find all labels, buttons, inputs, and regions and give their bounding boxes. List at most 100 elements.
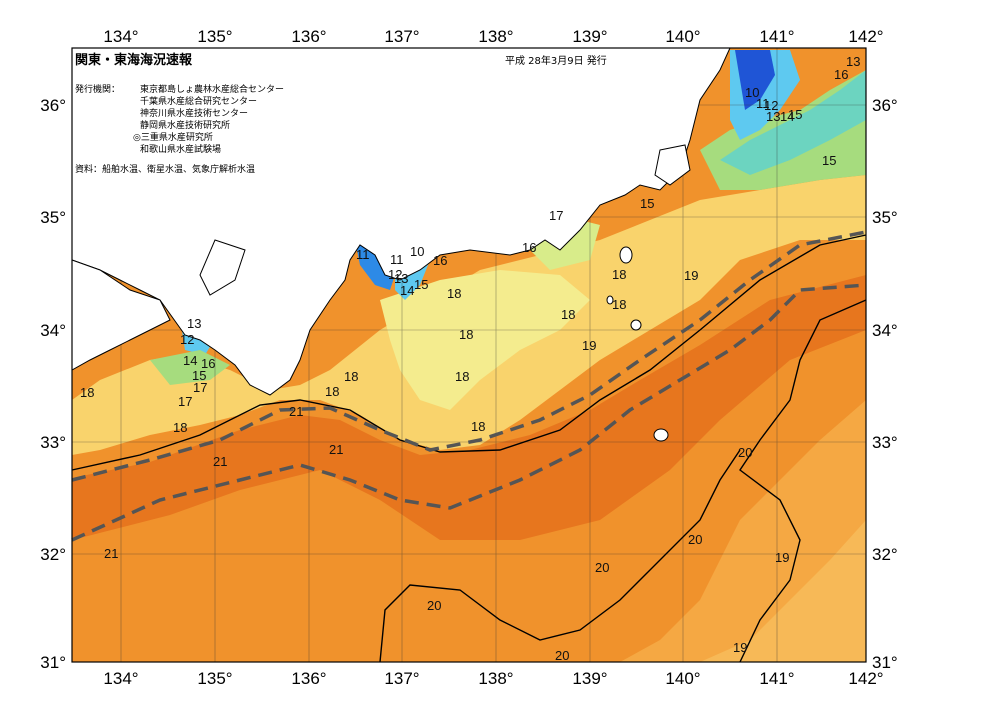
lon-label-top: 134° (103, 27, 138, 46)
iso-label: 20 (427, 598, 441, 613)
lon-label-bottom: 142° (848, 669, 883, 688)
sagami-light (380, 270, 590, 410)
kanto-deepblue (735, 50, 775, 110)
isotherm-21-north (71, 234, 867, 471)
lat-label-right: 33° (872, 433, 898, 452)
lat-label-left: 32° (40, 545, 66, 564)
lat-label-left: 35° (40, 208, 66, 227)
iso-label: 15 (788, 107, 802, 122)
kanto-teal (720, 70, 866, 175)
iso-label: 12 (180, 332, 194, 347)
lon-label-top: 142° (848, 27, 883, 46)
iso-label: 18 (173, 420, 187, 435)
hachijo-island (653, 428, 669, 442)
iso-label: 21 (213, 454, 227, 469)
iso-label: 11 (356, 247, 370, 262)
publisher-5: 和歌山県水産試験場 (140, 143, 221, 155)
lon-label-top: 140° (665, 27, 700, 46)
iso-label: 16 (834, 67, 848, 82)
lat-label-right: 31° (872, 653, 898, 672)
source-note: 資料：船舶水温、衛星水温、気象庁解析水温 (75, 163, 255, 175)
lat-label-right: 36° (872, 96, 898, 115)
lon-labels-bottom: 134° 135° 136° 137° 138° 139° 140° 141° … (103, 669, 883, 688)
iso-label: 18 (612, 267, 626, 282)
iso-label: 13 (394, 271, 408, 286)
kuroshio-axis-south (71, 283, 867, 542)
publisher-4: ◎三重県水産研究所 (133, 131, 213, 143)
iso-label: 20 (738, 445, 752, 460)
lat-label-left: 36° (40, 96, 66, 115)
publishers-label: 発行機関： (75, 83, 120, 95)
lat-label-left: 33° (40, 433, 66, 452)
miyake-island (630, 319, 642, 331)
iso-label: 15 (192, 368, 206, 383)
lon-label-bottom: 135° (197, 669, 232, 688)
lon-label-top: 136° (291, 27, 326, 46)
iso-label: 15 (822, 153, 836, 168)
kuroshio-axis (71, 230, 867, 542)
iso-label: 12 (764, 98, 778, 113)
lat-labels-left: 36° 35° 34° 33° 32° 31° (40, 96, 66, 672)
iso-label: 12 (388, 267, 402, 282)
sea-east-cool (700, 520, 866, 662)
lon-label-top: 135° (197, 27, 232, 46)
iso-label: 10 (410, 244, 424, 259)
iso-label: 13 (187, 316, 201, 331)
iso-label: 15 (640, 196, 654, 211)
iso-label: 13 (766, 109, 780, 124)
isotherms (71, 234, 867, 663)
iso-label: 17 (178, 394, 192, 409)
iso-label: 18 (471, 419, 485, 434)
kii-green (150, 350, 230, 385)
iso-label: 14 (183, 353, 197, 368)
iso-label: 11 (756, 96, 770, 111)
map-title: 関東・東海海況速報 (75, 52, 193, 68)
iso-label: 18 (447, 286, 461, 301)
publisher-1: 千葉県水産総合研究センター (140, 95, 257, 107)
issue-date: 平成 28年3月9日 発行 (505, 54, 607, 67)
iso-label: 10 (745, 85, 759, 100)
land (71, 47, 731, 442)
iso-label: 16 (201, 356, 215, 371)
lat-labels-right: 36° 35° 34° 33° 32° 31° (872, 96, 898, 672)
boso-peninsula (654, 144, 691, 186)
iso-label: 18 (325, 384, 339, 399)
iso-label: 21 (329, 442, 343, 457)
lat-label-left: 31° (40, 653, 66, 672)
iso-label: 19 (775, 550, 789, 565)
iso-label: 17 (549, 208, 563, 223)
map-frame (71, 47, 867, 663)
isotherm-20-east (739, 299, 867, 663)
publisher-0: 東京都島しょ農林水産総合センター (140, 83, 284, 95)
oshima-island (619, 246, 633, 264)
iso-label: 11 (390, 252, 404, 267)
lon-label-bottom: 140° (665, 669, 700, 688)
iso-label: 19 (582, 338, 596, 353)
isotherm-20-south (379, 449, 741, 663)
iso-label: 21 (104, 546, 118, 561)
iso-label: 17 (193, 380, 207, 395)
iso-label: 18 (344, 369, 358, 384)
iso-label: 18 (80, 385, 94, 400)
header: 関東・東海海況速報 平成 28年3月9日 発行 発行機関： 東京都島しょ農林水産… (75, 52, 607, 175)
publisher-2: 神奈川県水産技術センター (140, 107, 248, 119)
iso-label: 16 (522, 240, 536, 255)
lon-label-top: 137° (384, 27, 419, 46)
shikoku-land (71, 259, 171, 371)
lon-label-top: 139° (572, 27, 607, 46)
iso-label: 18 (459, 327, 473, 342)
lat-label-left: 34° (40, 321, 66, 340)
iso-label: 13 (846, 54, 860, 69)
iso-label: 14 (780, 109, 794, 124)
lat-label-right: 34° (872, 321, 898, 340)
kuroshio-axis-north (71, 230, 867, 482)
lon-label-bottom: 134° (103, 669, 138, 688)
publisher-3: 静岡県水産技術研究所 (140, 119, 230, 131)
lon-label-bottom: 139° (572, 669, 607, 688)
iso-label: 19 (684, 268, 698, 283)
iso-label: 18 (561, 307, 575, 322)
awaji-island (199, 239, 246, 296)
iso-label: 18 (455, 369, 469, 384)
iso-label: 16 (433, 253, 447, 268)
iso-label: 20 (688, 532, 702, 547)
